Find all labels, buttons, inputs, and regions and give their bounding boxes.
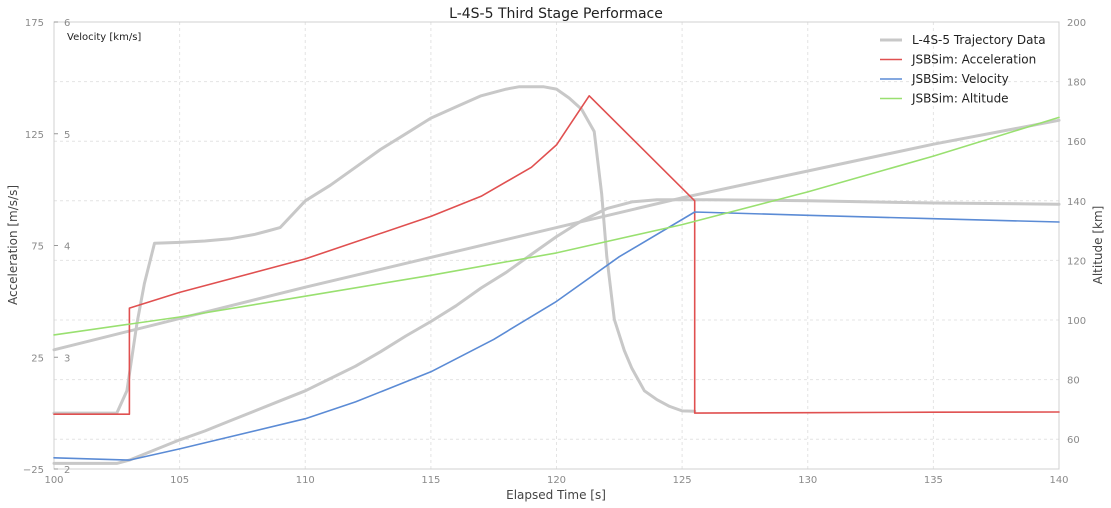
- x-tick-label: 110: [296, 475, 315, 486]
- x-tick-label: 100: [44, 475, 63, 486]
- altitude-tick-label: 60: [1067, 435, 1080, 446]
- y-tick-label: 25: [31, 353, 44, 364]
- altitude-tick-label: 120: [1067, 256, 1086, 267]
- x-tick-label: 125: [673, 475, 692, 486]
- velocity-axis-label: Velocity [km/s]: [67, 32, 141, 43]
- series-lines: [52, 85, 1061, 465]
- y-tick-label: 75: [31, 242, 44, 253]
- x-tick-label: 115: [421, 475, 440, 486]
- legend: L-4S-5 Trajectory Data JSBSim: Accelerati…: [880, 33, 1046, 106]
- velocity-tick-label: 6: [64, 18, 70, 29]
- series-line-2: [52, 118, 1061, 352]
- series-line-3: [53, 95, 1060, 416]
- series-line-1: [52, 198, 1061, 465]
- series-line-4: [53, 211, 1060, 461]
- velocity-tick-label: 2: [64, 465, 70, 476]
- altitude-axis-label: Altitude [km]: [1091, 206, 1105, 285]
- y-tick-label: 175: [25, 18, 44, 29]
- chart-title: L-4S-5 Third Stage Performace: [449, 6, 663, 22]
- altitude-tick-label: 100: [1067, 316, 1086, 327]
- velocity-tick-label: 5: [64, 130, 70, 141]
- series-line-0: [52, 85, 697, 415]
- axis-ticks: 100 105 110 115 120 125 130 135 140−252575125175…: [23, 18, 1086, 486]
- altitude-tick-label: 140: [1067, 197, 1086, 208]
- velocity-tick-label: 3: [64, 353, 70, 364]
- altitude-tick-label: 200: [1067, 18, 1086, 29]
- y-tick-label: 125: [25, 130, 44, 141]
- y-axis-label: Acceleration [m/s/s]: [6, 185, 20, 305]
- series-line-5: [53, 116, 1060, 336]
- x-tick-label: 140: [1049, 475, 1068, 486]
- x-axis-label: Elapsed Time [s]: [506, 488, 606, 502]
- y-tick-label: −25: [23, 465, 44, 476]
- legend-label: L-4S-5 Trajectory Data: [912, 33, 1046, 47]
- legend-label: JSBSim: Velocity: [911, 72, 1009, 86]
- altitude-tick-label: 80: [1067, 376, 1080, 387]
- x-tick-label: 105: [170, 475, 189, 486]
- velocity-tick-label: 4: [64, 242, 70, 253]
- x-tick-label: 120: [547, 475, 566, 486]
- altitude-tick-label: 160: [1067, 137, 1086, 148]
- x-tick-label: 135: [924, 475, 943, 486]
- x-tick-label: 130: [798, 475, 817, 486]
- altitude-tick-label: 180: [1067, 78, 1086, 89]
- legend-label: JSBSim: Altitude: [911, 92, 1009, 106]
- legend-label: JSBSim: Acceleration: [911, 53, 1036, 67]
